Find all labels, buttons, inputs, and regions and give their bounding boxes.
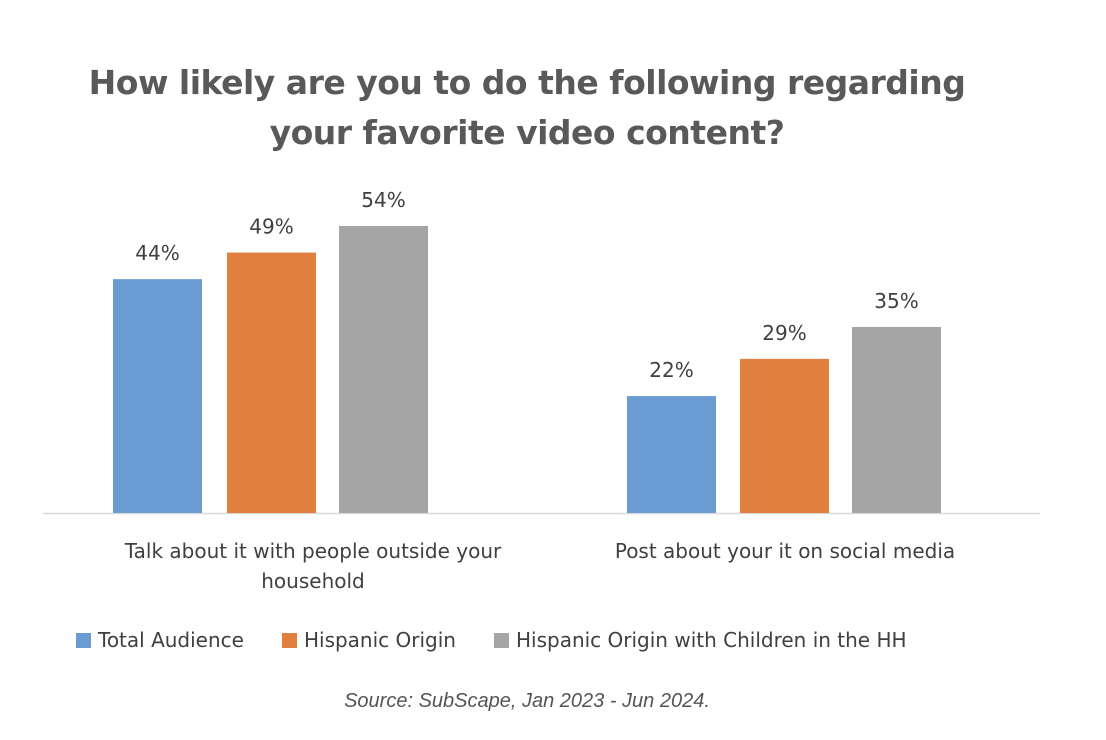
legend-label: Hispanic Origin <box>303 628 456 652</box>
legend-swatch <box>76 632 91 648</box>
data-label: 35% <box>874 289 918 313</box>
source-note: Source: SubScape, Jan 2023 - Jun 2024. <box>344 690 710 712</box>
category-label-1-line-2: household <box>261 569 365 593</box>
data-label: 29% <box>762 321 806 345</box>
title-line-2: your favorite video content? <box>269 113 785 152</box>
category-label-2: Post about your it on social media <box>540 536 1030 566</box>
bar-3-2 <box>852 326 941 513</box>
category-label-1-line-1: Talk about it with people outside your <box>124 539 502 563</box>
category-label-2-line-1: Post about your it on social media <box>614 539 956 563</box>
category-label-1: Talk about it with people outside your h… <box>43 536 583 596</box>
legend-swatch <box>493 632 509 648</box>
legend-item-hispanic-children: Hispanic Origin with Children in the HH <box>493 628 907 652</box>
legend-swatch <box>281 632 297 648</box>
chart-title: How likely are you to do the following r… <box>0 58 1054 158</box>
legend: Total Audience Hispanic Origin Hispanic … <box>76 628 945 652</box>
data-label: 49% <box>249 215 293 239</box>
legend-label: Total Audience <box>98 628 244 652</box>
legend-label: Hispanic Origin with Children in the HH <box>515 628 907 652</box>
legend-item-total-audience: Total Audience <box>76 628 244 652</box>
bar-1-1 <box>113 279 202 513</box>
bar-2-2 <box>740 358 829 513</box>
data-label: 22% <box>649 358 693 382</box>
bar-3-1 <box>339 226 428 513</box>
bar-2-1 <box>227 252 316 513</box>
title-line-1: How likely are you to do the following r… <box>88 63 966 102</box>
data-label: 54% <box>361 188 405 212</box>
data-label: 44% <box>135 241 179 265</box>
bar-1-2 <box>627 396 716 513</box>
legend-item-hispanic-origin: Hispanic Origin <box>281 628 456 652</box>
